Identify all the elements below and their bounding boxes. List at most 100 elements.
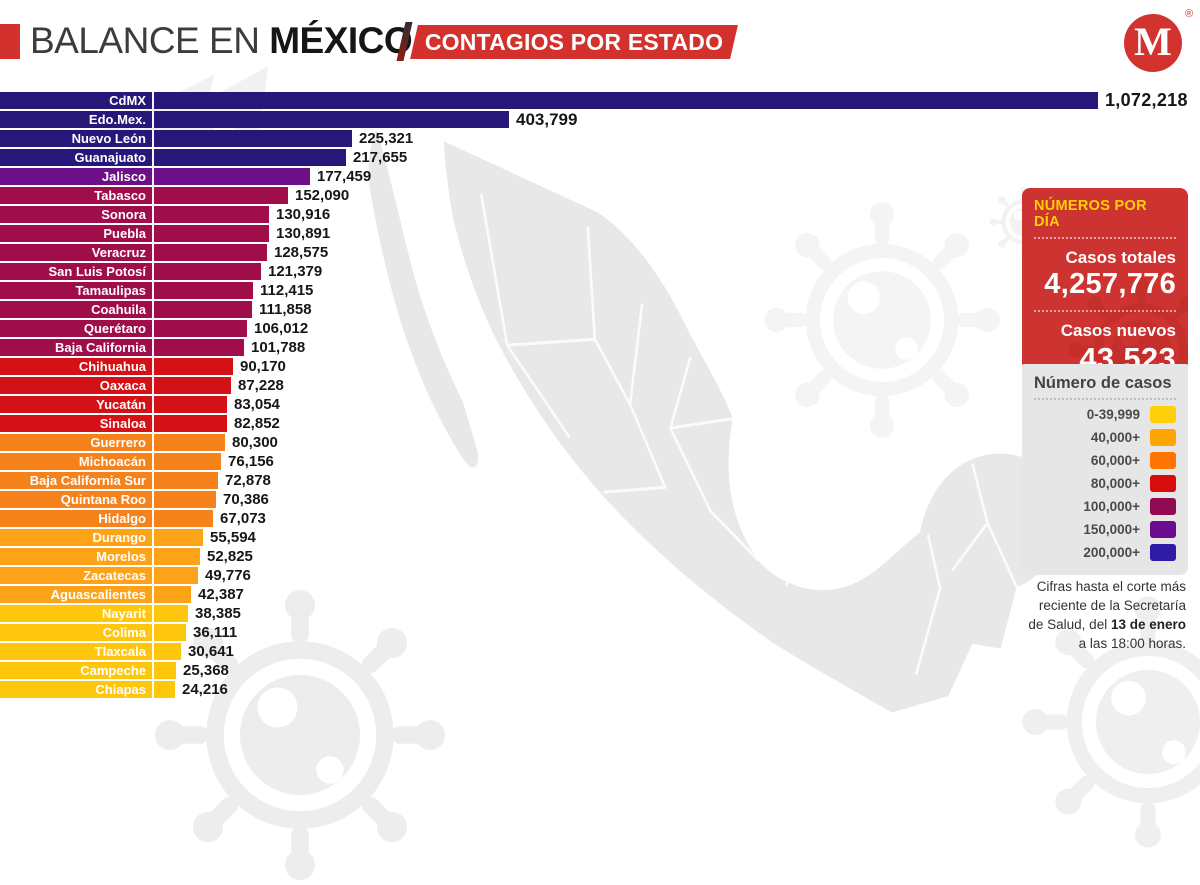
label-divider xyxy=(152,548,154,565)
state-label: Baja California xyxy=(54,340,146,355)
legend-color-swatch xyxy=(1150,475,1176,492)
label-divider xyxy=(152,681,154,698)
label-divider xyxy=(152,130,154,147)
state-label: Veracruz xyxy=(91,245,146,260)
bar-row: Quintana Roo 70,386 xyxy=(0,491,1200,508)
case-count: 121,379 xyxy=(268,263,323,280)
bar-row: Michoacán 76,156 xyxy=(0,453,1200,470)
bar-row: San Luis Potosí 121,379 xyxy=(0,263,1200,280)
state-bar: Durango xyxy=(0,529,203,546)
label-divider xyxy=(152,453,154,470)
new-cases-label: Casos nuevos xyxy=(1060,321,1176,340)
label-divider xyxy=(152,643,154,660)
case-count: 130,916 xyxy=(276,206,331,223)
label-divider xyxy=(152,434,154,451)
bar-row: Guanajuato 217,655 xyxy=(0,149,1200,166)
state-bar: Nuevo León xyxy=(0,130,352,147)
bar-row: Campeche 25,368 xyxy=(0,662,1200,679)
label-divider xyxy=(152,206,154,223)
footnote-text-after: a las 18:00 horas. xyxy=(1078,636,1186,652)
state-label: Baja California Sur xyxy=(29,473,146,488)
legend-color-swatch xyxy=(1150,521,1176,538)
page-title-emphasis: MÉXICO xyxy=(269,20,413,61)
case-count: 128,575 xyxy=(274,244,329,261)
label-divider xyxy=(152,282,154,299)
state-bar: Yucatán xyxy=(0,396,227,413)
label-divider xyxy=(152,510,154,527)
bar-row: Morelos 52,825 xyxy=(0,548,1200,565)
case-count: 30,641 xyxy=(188,643,234,660)
state-label: Guerrero xyxy=(90,435,146,450)
footnote-text-before: Cifras hasta el corte más reciente de la… xyxy=(1028,579,1186,633)
state-label: Puebla xyxy=(103,226,146,241)
case-count: 112,415 xyxy=(260,282,314,299)
state-label: Chiapas xyxy=(95,682,146,697)
footnote: Cifras hasta el corte más reciente de la… xyxy=(1028,577,1186,654)
state-label: Jalisco xyxy=(101,169,146,184)
state-bar: Oaxaca xyxy=(0,377,231,394)
label-divider xyxy=(152,111,154,128)
bar-row: Baja California 101,788 xyxy=(0,339,1200,356)
state-label: Hidalgo xyxy=(98,511,146,526)
state-bar: Sinaloa xyxy=(0,415,227,432)
bar-row: Chihuahua 90,170 xyxy=(0,358,1200,375)
legend-item: 40,000+ xyxy=(1034,429,1176,446)
case-count: 225,321 xyxy=(359,130,414,147)
bar-row: Sonora 130,916 xyxy=(0,206,1200,223)
state-bar: Jalisco xyxy=(0,168,310,185)
state-label: Chihuahua xyxy=(78,359,146,374)
map-mainland xyxy=(443,141,1060,713)
bar-row: Veracruz 128,575 xyxy=(0,244,1200,261)
state-bar: Veracruz xyxy=(0,244,267,261)
state-label: Edo.Mex. xyxy=(88,112,146,127)
state-label: Oaxaca xyxy=(99,378,146,393)
bar-row: Jalisco 177,459 xyxy=(0,168,1200,185)
legend-items: 0-39,999 40,000+ 60,000+ 80,000+ 100,000… xyxy=(1034,406,1176,561)
bar-row: Baja California Sur 72,878 xyxy=(0,472,1200,489)
state-bar: Guanajuato xyxy=(0,149,346,166)
state-label: Nuevo León xyxy=(71,131,146,146)
bar-row: Coahuila 111,858 xyxy=(0,301,1200,318)
bar-row: Querétaro 106,012 xyxy=(0,320,1200,337)
label-divider xyxy=(152,377,154,394)
state-bar: Chihuahua xyxy=(0,358,233,375)
header-accent-bar xyxy=(0,24,20,59)
total-cases-value: 4,257,776 xyxy=(1034,268,1176,312)
case-count: 70,386 xyxy=(223,491,269,508)
state-bar: Quintana Roo xyxy=(0,491,216,508)
bar-row: Edo.Mex. 403,799 xyxy=(0,111,1200,128)
state-label: Michoacán xyxy=(78,454,146,469)
case-count: 1,072,218 xyxy=(1105,90,1188,110)
state-label: Colima xyxy=(102,625,146,640)
bar-row: Durango 55,594 xyxy=(0,529,1200,546)
state-bar: Campeche xyxy=(0,662,176,679)
state-label: San Luis Potosí xyxy=(48,264,146,279)
bar-row: Hidalgo 67,073 xyxy=(0,510,1200,527)
bar-row: Tlaxcala 30,641 xyxy=(0,643,1200,660)
state-label: Nayarit xyxy=(101,606,146,621)
legend-range-label: 150,000+ xyxy=(1083,522,1140,537)
state-bar: Baja California xyxy=(0,339,244,356)
case-count: 101,788 xyxy=(251,339,306,356)
state-bar: CdMX xyxy=(0,92,1098,109)
state-bar: Nayarit xyxy=(0,605,188,622)
state-label: Sinaloa xyxy=(99,416,146,431)
case-count: 82,852 xyxy=(234,415,280,432)
label-divider xyxy=(152,396,154,413)
case-count: 36,111 xyxy=(193,624,238,641)
bar-row: CdMX 1,072,218 xyxy=(0,90,1200,110)
state-bar: Tamaulipas xyxy=(0,282,253,299)
state-bar: Hidalgo xyxy=(0,510,213,527)
state-label: Guanajuato xyxy=(74,150,146,165)
case-count: 130,891 xyxy=(276,225,331,242)
bar-row: Colima 36,111 xyxy=(0,624,1200,641)
state-label: Durango xyxy=(92,530,146,545)
section-banner-label: CONTAGIOS POR ESTADO xyxy=(424,29,724,55)
milenio-logo: M xyxy=(1124,14,1182,72)
legend-color-swatch xyxy=(1150,429,1176,446)
case-count: 80,300 xyxy=(232,434,278,451)
label-divider xyxy=(152,225,154,242)
state-label: Coahuila xyxy=(91,302,146,317)
state-bar: Edo.Mex. xyxy=(0,111,509,128)
bar-row: Tabasco 152,090 xyxy=(0,187,1200,204)
